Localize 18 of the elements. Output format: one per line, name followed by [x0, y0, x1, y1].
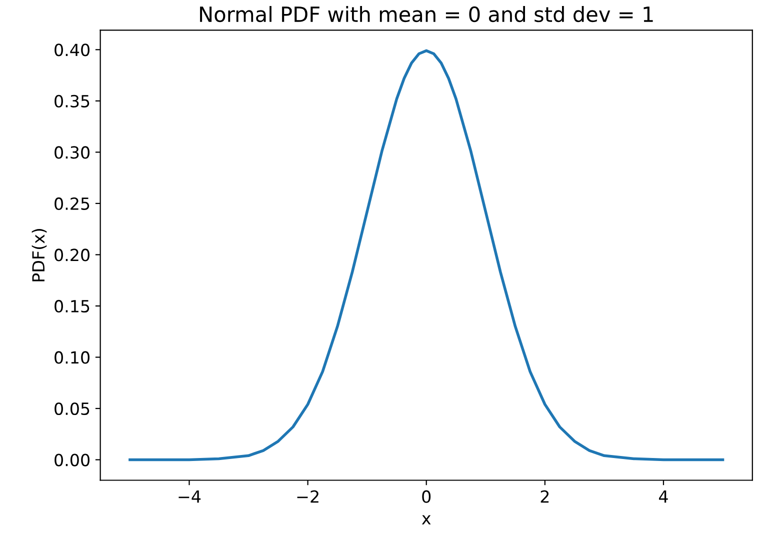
x-tick-label: −2 — [297, 490, 318, 503]
y-tick-label: 0.00 — [54, 454, 90, 466]
x-tick-label: 4 — [658, 490, 668, 503]
x-tick-label: 2 — [540, 490, 549, 503]
y-tick-label: 0.30 — [54, 146, 90, 159]
line-series — [128, 49, 724, 462]
x-tick-label: 0 — [422, 490, 431, 503]
x-tick-label: −4 — [178, 490, 201, 503]
y-tick-label: 0.20 — [54, 248, 90, 262]
y-axis-title: PDF(x) — [32, 228, 47, 282]
y-tick-label: 0.35 — [54, 94, 90, 108]
y-tick-label: 0.15 — [54, 300, 90, 313]
x-axis-title: x — [422, 515, 431, 524]
y-tick-label: 0.10 — [54, 351, 90, 364]
chart-title: Normal PDF with mean = 0 and std dev = 1 — [200, 6, 653, 22]
y-tick-label: 0.25 — [54, 197, 90, 210]
y-tick-label: 0.40 — [54, 44, 90, 56]
y-tick-label: 0.05 — [54, 402, 90, 416]
